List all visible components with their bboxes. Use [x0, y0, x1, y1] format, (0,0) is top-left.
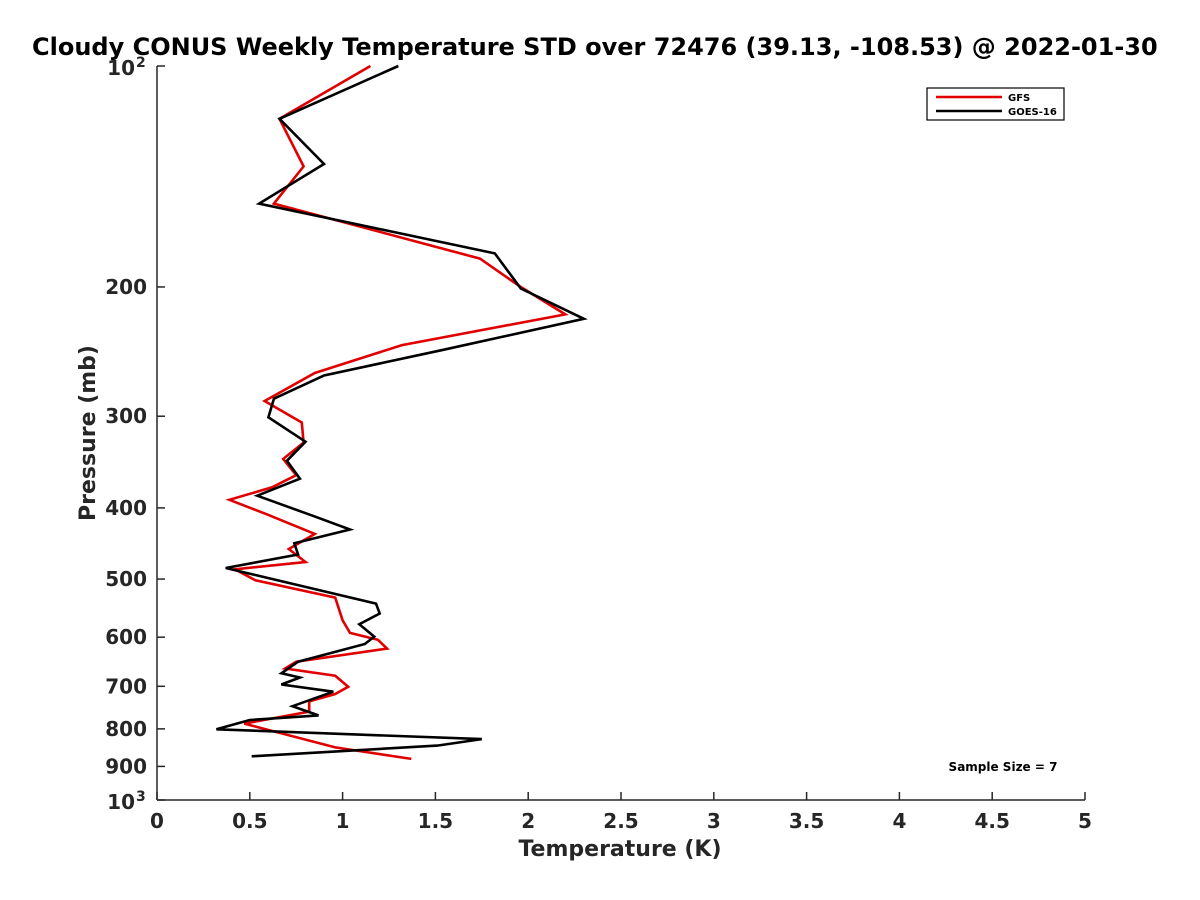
x-tick-label: 0: [150, 809, 164, 833]
y-tick-label: 700: [105, 674, 147, 698]
y-tick-label-base: 10: [107, 790, 135, 814]
y-tick-label: 10: [107, 790, 135, 814]
x-tick-label: 4: [892, 809, 906, 833]
legend-label-goes16: GOES-16: [1008, 107, 1057, 118]
y-tick-label: 600: [105, 625, 147, 649]
legend-box: [926, 87, 1065, 121]
x-tick-label: 2: [521, 809, 535, 833]
legend: GFS GOES-16: [926, 87, 1065, 121]
x-tick-label: 4.5: [974, 809, 1009, 833]
y-tick-label: 400: [105, 496, 147, 520]
y-tick-label: 500: [105, 567, 147, 591]
x-tick-label: 0.5: [232, 809, 267, 833]
y-tick-label: 200: [105, 275, 147, 299]
y-tick-label: 10: [107, 56, 135, 80]
x-axis-label: Temperature (K): [518, 837, 721, 862]
y-tick-label-exponent: 3: [136, 789, 146, 805]
series-line-goes-16: [216, 64, 588, 758]
x-tick-label: 3: [707, 809, 721, 833]
y-tick-label-base: 10: [107, 56, 135, 80]
chart-title: Cloudy CONUS Weekly Temperature STD over…: [32, 33, 1158, 61]
y-tick-label-exponent: 2: [136, 55, 146, 71]
legend-label-gfs: GFS: [1008, 93, 1030, 104]
x-tick-label: 3.5: [789, 809, 824, 833]
series-layer: [216, 64, 588, 761]
y-axis-label: Pressure (mb): [76, 345, 101, 521]
y-tick-label: 900: [105, 754, 147, 778]
x-tick-label: 1: [336, 809, 350, 833]
series-line-gfs: [225, 64, 569, 761]
x-axis: 0 0.5 1 1.5 2 2.5 3 3.5 4 4.5 5: [150, 792, 1092, 833]
x-tick-label: 1.5: [418, 809, 453, 833]
y-tick-label: 800: [105, 717, 147, 741]
x-tick-label: 5: [1078, 809, 1092, 833]
y-tick-label: 300: [105, 404, 147, 428]
x-tick-label: 2.5: [603, 809, 638, 833]
sample-size-annotation: Sample Size = 7: [949, 760, 1058, 774]
